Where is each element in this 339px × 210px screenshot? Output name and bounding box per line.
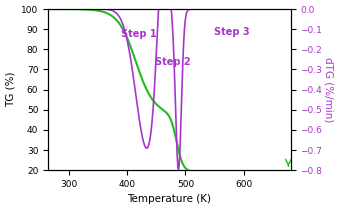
Y-axis label: dTG (%/min): dTG (%/min) [323, 57, 334, 122]
X-axis label: Temperature (K): Temperature (K) [127, 194, 212, 205]
Text: Step 3: Step 3 [214, 27, 249, 37]
Text: Step 1: Step 1 [121, 29, 157, 39]
Y-axis label: TG (%): TG (%) [5, 72, 16, 107]
Text: Step 2: Step 2 [155, 58, 191, 67]
